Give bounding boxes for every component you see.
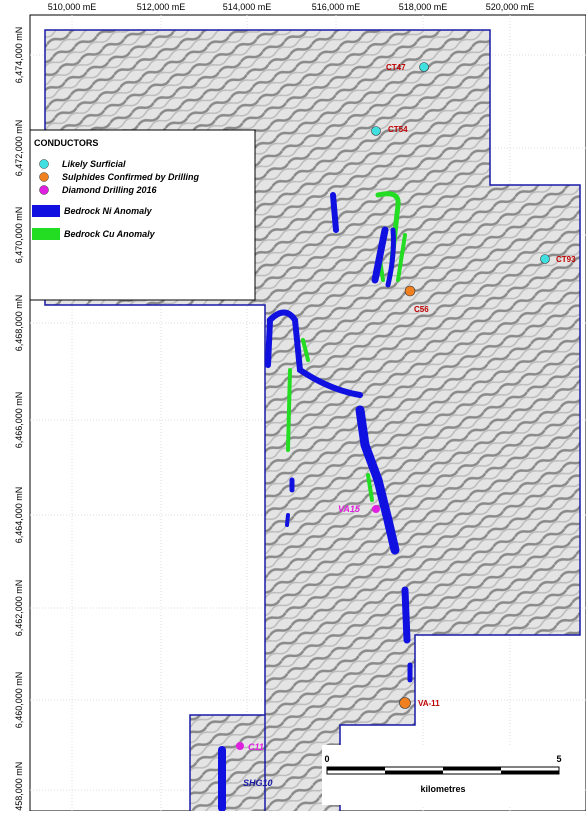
scale-end: 5 bbox=[556, 754, 561, 764]
easting-label: 516,000 mE bbox=[312, 2, 361, 12]
northing-label: 6,460,000 mN bbox=[14, 672, 24, 729]
easting-label: 518,000 mE bbox=[399, 2, 448, 12]
point-label: VA-11 bbox=[418, 699, 440, 708]
legend-symbol bbox=[32, 228, 60, 240]
legend-item: Likely Surficial bbox=[62, 159, 126, 169]
legend-symbol bbox=[40, 160, 49, 169]
scale-start: 0 bbox=[324, 754, 329, 764]
northing-label: 6,464,000 mN bbox=[14, 487, 24, 544]
northing-label: 6,458,000 mN bbox=[14, 762, 24, 811]
point-label: CT47 bbox=[386, 63, 406, 72]
point-label: CT93 bbox=[556, 255, 576, 264]
easting-label: 512,000 mE bbox=[137, 2, 186, 12]
scale-unit: kilometres bbox=[420, 784, 465, 794]
point-label: VA15 bbox=[338, 504, 361, 514]
scale-bar bbox=[322, 745, 584, 805]
legend-item: Sulphides Confirmed by Drilling bbox=[62, 172, 200, 182]
legend-symbol bbox=[32, 205, 60, 217]
northing-label: 6,466,000 mN bbox=[14, 392, 24, 449]
easting-label: 514,000 mE bbox=[223, 2, 272, 12]
point-label: C11 bbox=[248, 742, 264, 752]
point-label: SHG10 bbox=[243, 778, 273, 788]
point-label: CT54 bbox=[388, 125, 408, 134]
point-label: C56 bbox=[414, 305, 429, 314]
northing-label: 6,472,000 mN bbox=[14, 120, 24, 177]
legend-item: Bedrock Cu Anomaly bbox=[64, 229, 156, 239]
legend-symbol bbox=[40, 173, 49, 182]
easting-label: 510,000 mE bbox=[48, 2, 97, 12]
legend-item: Diamond Drilling 2016 bbox=[62, 185, 158, 195]
legend-title: CONDUCTORS bbox=[34, 138, 98, 148]
northing-label: 6,470,000 mN bbox=[14, 207, 24, 264]
legend-item: Bedrock Ni Anomaly bbox=[64, 206, 153, 216]
northing-label: 6,462,000 mN bbox=[14, 580, 24, 637]
northing-label: 6,474,000 mN bbox=[14, 27, 24, 84]
map: CONDUCTORS Likely Surficial Sulphides Co… bbox=[0, 0, 586, 811]
survey-area bbox=[190, 715, 265, 811]
legend-symbol bbox=[40, 186, 49, 195]
easting-label: 520,000 mE bbox=[486, 2, 535, 12]
northing-label: 6,468,000 mN bbox=[14, 295, 24, 352]
